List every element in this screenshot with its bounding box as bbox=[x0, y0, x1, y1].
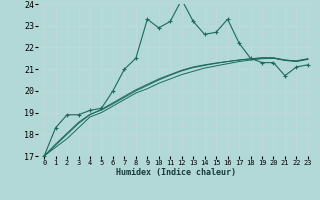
X-axis label: Humidex (Indice chaleur): Humidex (Indice chaleur) bbox=[116, 168, 236, 177]
